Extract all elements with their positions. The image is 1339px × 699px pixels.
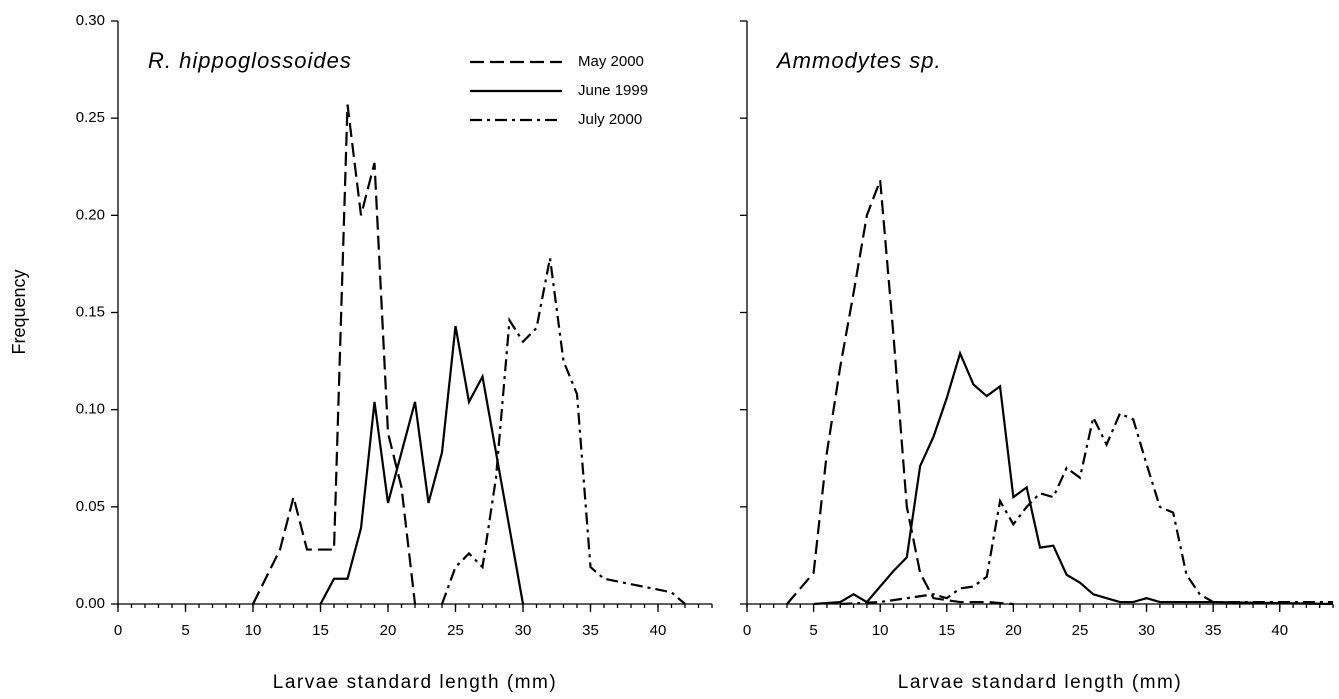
- panel-title: R. hippoglossoides: [148, 48, 352, 73]
- y-tick-label: 0.00: [76, 595, 105, 612]
- x-tick-label: 25: [1072, 622, 1089, 639]
- y-axis-label: Frequency: [9, 269, 29, 354]
- x-axis-label: Larvae standard length (mm): [273, 672, 557, 693]
- data-line: [786, 179, 1014, 606]
- y-tick-label: 0.25: [76, 109, 105, 126]
- x-tick-label: 10: [245, 622, 262, 639]
- x-tick-label: 30: [1138, 622, 1155, 639]
- x-tick-label: 15: [312, 622, 329, 639]
- x-tick-label: 0: [114, 622, 122, 639]
- x-tick-label: 20: [380, 622, 397, 639]
- x-tick-label: 20: [1005, 622, 1022, 639]
- x-tick-label: 5: [809, 622, 817, 639]
- data-line: [252, 104, 417, 605]
- x-tick-label: 10: [872, 622, 889, 639]
- x-tick-label: 5: [181, 622, 189, 639]
- data-line: [840, 412, 1333, 606]
- legend-label: June 1999: [578, 82, 648, 99]
- data-line: [319, 325, 525, 605]
- data-line: [440, 257, 686, 605]
- x-tick-label: 30: [515, 622, 532, 639]
- x-tick-label: 40: [650, 622, 667, 639]
- x-tick-label: 40: [1271, 622, 1288, 639]
- legend-label: July 2000: [578, 111, 642, 128]
- y-tick-label: 0.30: [76, 12, 105, 29]
- y-tick-label: 0.05: [76, 498, 105, 515]
- x-tick-label: 25: [447, 622, 464, 639]
- legend-label: May 2000: [578, 53, 644, 70]
- y-tick-label: 0.10: [76, 401, 105, 418]
- x-tick-label: 35: [582, 622, 599, 639]
- data-line: [813, 350, 1334, 606]
- y-tick-label: 0.15: [76, 303, 105, 320]
- x-tick-label: 0: [743, 622, 751, 639]
- y-tick-label: 0.20: [76, 206, 105, 223]
- x-tick-label: 35: [1205, 622, 1222, 639]
- x-axis-label: Larvae standard length (mm): [898, 672, 1182, 693]
- x-tick-label: 15: [938, 622, 955, 639]
- panel-title: Ammodytes sp.: [775, 48, 942, 73]
